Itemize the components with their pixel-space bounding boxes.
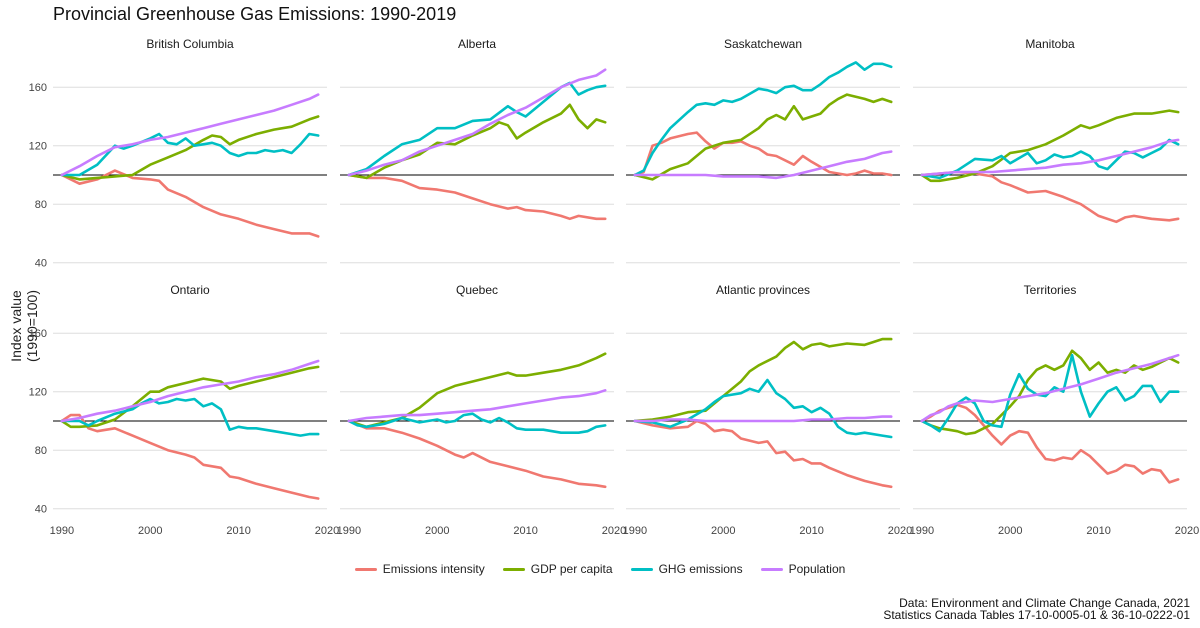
x-tick-label-quebec-2010: 2010 xyxy=(513,525,537,537)
x-tick-label-ontario-2010: 2010 xyxy=(226,525,250,537)
series-line-ontario-ghg-emissions xyxy=(60,397,320,437)
series-line-british-columbia-population xyxy=(60,93,320,177)
legend-label-gdp-per-capita: GDP per capita xyxy=(530,562,613,576)
panel-title-atlantic-provinces: Atlantic provinces xyxy=(716,283,810,297)
series-line-atlantic-provinces-emissions-intensity xyxy=(633,419,893,489)
series-line-ontario-gdp-per-capita xyxy=(60,365,320,429)
panel-title-saskatchewan: Saskatchewan xyxy=(724,37,802,51)
x-tick-label-atlantic-provinces-2020: 2020 xyxy=(888,525,912,537)
legend-label-ghg-emissions: GHG emissions xyxy=(658,562,743,576)
y-tick-label-ontario-80: 80 xyxy=(35,445,47,457)
x-tick-label-territories-1990: 1990 xyxy=(910,525,934,537)
series-line-manitoba-emissions-intensity xyxy=(920,170,1180,224)
x-tick-label-quebec-2000: 2000 xyxy=(425,525,449,537)
panel-title-territories: Territories xyxy=(1024,283,1077,297)
x-tick-label-territories-2010: 2010 xyxy=(1086,525,1110,537)
y-tick-label-ontario-40: 40 xyxy=(35,504,47,516)
series-line-alberta-population xyxy=(347,68,607,177)
series-line-quebec-emissions-intensity xyxy=(347,419,607,489)
series-line-ontario-population xyxy=(60,359,320,423)
panel-title-ontario: Ontario xyxy=(170,283,210,297)
series-line-british-columbia-gdp-per-capita xyxy=(60,115,320,181)
series-line-saskatchewan-population xyxy=(633,150,893,180)
x-tick-label-ontario-2020: 2020 xyxy=(315,525,339,537)
x-tick-label-atlantic-provinces-2000: 2000 xyxy=(711,525,735,537)
caption-line-2: Statistics Canada Tables 17-10-0005-01 &… xyxy=(883,608,1190,622)
y-tick-label-ontario-120: 120 xyxy=(29,387,47,399)
legend-swatch-emissions-intensity xyxy=(354,567,377,571)
series-line-territories-gdp-per-capita xyxy=(920,349,1180,436)
x-tick-label-atlantic-provinces-1990: 1990 xyxy=(623,525,647,537)
legend-swatch-population xyxy=(760,567,783,571)
series-line-territories-population xyxy=(920,353,1180,423)
y-tick-label-british-columbia-80: 80 xyxy=(35,199,47,211)
legend-item-emissions-intensity: Emissions intensity xyxy=(354,562,485,576)
series-line-manitoba-gdp-per-capita xyxy=(920,109,1180,183)
chart-title: Provincial Greenhouse Gas Emissions: 199… xyxy=(53,4,457,24)
y-tick-label-british-columbia-40: 40 xyxy=(35,258,47,270)
series-line-atlantic-provinces-gdp-per-capita xyxy=(633,337,893,423)
panel-title-manitoba: Manitoba xyxy=(1025,37,1075,51)
series-line-atlantic-provinces-ghg-emissions xyxy=(633,378,893,439)
x-tick-label-quebec-1990: 1990 xyxy=(337,525,361,537)
panel-title-british-columbia: British Columbia xyxy=(146,37,234,51)
y-tick-label-british-columbia-120: 120 xyxy=(29,141,47,153)
series-line-alberta-ghg-emissions xyxy=(347,81,607,177)
series-line-manitoba-population xyxy=(920,138,1180,177)
series-line-atlantic-provinces-population xyxy=(633,415,893,423)
series-line-territories-emissions-intensity xyxy=(920,403,1180,484)
series-line-alberta-emissions-intensity xyxy=(347,173,607,221)
x-tick-label-territories-2000: 2000 xyxy=(998,525,1022,537)
legend-item-gdp-per-capita: GDP per capita xyxy=(502,562,613,576)
legend: Emissions intensity GDP per capita GHG e… xyxy=(0,562,1200,576)
series-line-british-columbia-emissions-intensity xyxy=(60,169,320,238)
series-line-quebec-ghg-emissions xyxy=(347,412,607,434)
x-tick-label-ontario-1990: 1990 xyxy=(50,525,74,537)
facet-chart: British Columbia 40 80 120 160 Alberta Saskatc… xyxy=(29,37,1200,537)
legend-swatch-ghg-emissions xyxy=(630,567,653,571)
series-line-saskatchewan-ghg-emissions xyxy=(633,61,893,177)
x-tick-label-territories-2020: 2020 xyxy=(1175,525,1199,537)
legend-swatch-gdp-per-capita xyxy=(502,567,525,571)
x-tick-label-ontario-2000: 2000 xyxy=(138,525,162,537)
legend-label-emissions-intensity: Emissions intensity xyxy=(382,562,485,576)
series-line-manitoba-ghg-emissions xyxy=(920,138,1180,180)
series-line-quebec-population xyxy=(347,389,607,423)
series-line-british-columbia-ghg-emissions xyxy=(60,132,320,177)
x-tick-label-atlantic-provinces-2010: 2010 xyxy=(799,525,823,537)
series-line-alberta-gdp-per-capita xyxy=(347,103,607,180)
caption-line-1: Data: Environment and Climate Change Can… xyxy=(899,596,1190,610)
y-tick-label-ontario-160: 160 xyxy=(29,328,47,340)
panel-title-alberta: Alberta xyxy=(458,37,496,51)
legend-label-population: Population xyxy=(788,562,846,576)
series-line-saskatchewan-emissions-intensity xyxy=(633,131,893,177)
series-line-saskatchewan-gdp-per-capita xyxy=(633,93,893,181)
y-tick-label-british-columbia-160: 160 xyxy=(29,82,47,94)
x-tick-label-quebec-2020: 2020 xyxy=(602,525,626,537)
legend-item-ghg-emissions: GHG emissions xyxy=(630,562,743,576)
series-line-ontario-emissions-intensity xyxy=(60,413,320,500)
legend-item-population: Population xyxy=(760,562,846,576)
panel-title-quebec: Quebec xyxy=(456,283,498,297)
source-caption: Data: Environment and Climate Change Can… xyxy=(883,597,1190,621)
